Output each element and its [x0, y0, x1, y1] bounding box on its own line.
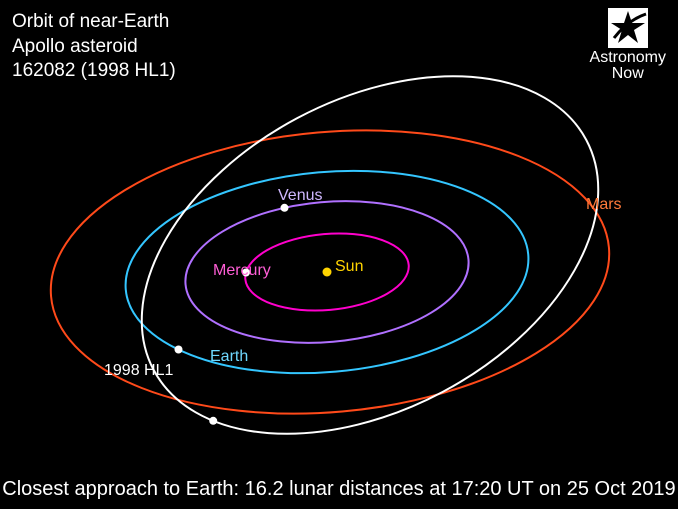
marker-earth	[175, 346, 183, 354]
label-sun: Sun	[335, 258, 363, 276]
orbit-diagram-canvas: Orbit of near-Earth Apollo asteroid 1620…	[0, 0, 678, 509]
title-line-1: Orbit of near-Earth	[12, 10, 176, 35]
label-mercury: Mercury	[213, 262, 271, 280]
closest-approach-caption: Closest approach to Earth: 16.2 lunar di…	[0, 478, 678, 501]
marker-venus	[281, 204, 289, 212]
logo-star-icon	[608, 8, 648, 48]
title-line-2: Apollo asteroid	[12, 35, 176, 60]
label-mars: Mars	[586, 196, 622, 214]
sun-marker	[323, 268, 332, 277]
logo-text-1: Astronomy	[590, 50, 666, 66]
label-1998-hl1: 1998 HL1	[104, 362, 173, 380]
astronomy-now-logo: Astronomy Now	[590, 8, 666, 82]
label-earth: Earth	[210, 348, 248, 366]
diagram-title: Orbit of near-Earth Apollo asteroid 1620…	[12, 10, 176, 84]
label-venus: Venus	[278, 187, 322, 205]
marker-1998-hl1	[209, 417, 217, 425]
logo-text-2: Now	[590, 66, 666, 82]
title-line-3: 162082 (1998 HL1)	[12, 59, 176, 84]
